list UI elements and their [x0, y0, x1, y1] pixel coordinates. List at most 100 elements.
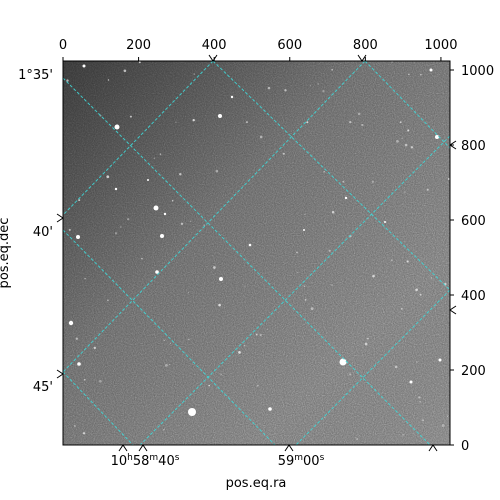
faint-star	[331, 210, 335, 214]
faint-star	[297, 271, 299, 273]
sky-image	[63, 61, 450, 445]
star-7	[68, 320, 74, 326]
faint-star	[163, 429, 165, 431]
faint-star	[129, 115, 132, 118]
faint-star	[99, 379, 102, 383]
dec-tick-label-1: 1°35'	[18, 68, 53, 83]
wcs-tick-9	[357, 54, 367, 62]
faint-star	[331, 68, 334, 71]
faint-star	[306, 121, 309, 124]
faint-star	[404, 191, 406, 193]
dec-tick-label-2: 40'	[33, 225, 53, 240]
faint-star	[372, 274, 375, 278]
faint-star	[390, 259, 393, 262]
star-24	[384, 221, 386, 223]
faint-star	[244, 286, 246, 288]
faint-star	[418, 396, 421, 399]
wcs-tick-1	[138, 444, 148, 452]
wcs-tick-5	[56, 369, 64, 379]
right-tick-label-5: 1000	[461, 64, 494, 79]
wcs-tick-2	[284, 444, 294, 452]
top-tick-label-4: 800	[353, 38, 378, 53]
ra-tick-label-1: 10h58m40s	[111, 453, 180, 469]
faint-star	[310, 85, 312, 87]
star-8	[339, 358, 347, 366]
wcs-tick-7	[449, 305, 457, 315]
star-21	[163, 212, 167, 216]
faint-star	[400, 308, 403, 310]
top-tick-label-3: 600	[277, 38, 302, 53]
faint-star	[328, 249, 331, 252]
faint-star	[78, 199, 81, 202]
faint-star	[203, 224, 206, 227]
right-tick-label-1: 200	[461, 364, 486, 379]
faint-star	[75, 337, 78, 340]
star-field	[66, 61, 450, 440]
faint-star	[408, 73, 410, 76]
star-18	[344, 196, 348, 200]
faint-star	[303, 285, 306, 287]
faint-star	[193, 73, 195, 75]
faint-star	[356, 438, 358, 440]
faint-star	[138, 61, 141, 64]
axis-ticks	[56, 54, 457, 452]
faint-star	[419, 73, 422, 76]
faint-star	[349, 120, 352, 124]
y-axis-label: pos.eq.dec	[0, 218, 12, 289]
faint-star	[324, 416, 326, 419]
star-22	[147, 179, 149, 181]
faint-star	[399, 121, 402, 124]
star-23	[303, 229, 305, 231]
faint-star	[419, 293, 422, 296]
faint-star	[410, 146, 414, 149]
faint-star	[401, 137, 403, 139]
faint-star	[342, 180, 345, 183]
grid-line-1	[63, 61, 366, 373]
faint-star	[322, 90, 325, 93]
faint-star	[402, 434, 404, 436]
faint-star	[446, 415, 448, 417]
faint-star	[141, 257, 143, 260]
faint-star	[188, 338, 190, 341]
faint-star	[238, 351, 241, 354]
grid-line-8	[63, 371, 134, 445]
right-pixel-axis: 0 200 400 600 800 1000	[461, 64, 494, 454]
faint-star	[304, 299, 307, 301]
faint-star	[245, 121, 248, 124]
star-20	[429, 68, 433, 72]
faint-star	[257, 384, 259, 387]
faint-star	[361, 123, 364, 127]
faint-star	[84, 278, 86, 280]
faint-star	[282, 152, 285, 155]
coordinate-grid	[63, 61, 450, 445]
faint-star	[304, 213, 306, 216]
faint-star	[120, 226, 122, 228]
faint-star	[416, 361, 418, 363]
faint-star	[190, 220, 192, 222]
star-4	[76, 235, 80, 239]
wcs-tick-8	[208, 54, 218, 62]
faint-star	[179, 173, 182, 176]
faint-star	[323, 171, 325, 173]
star-2	[153, 205, 159, 211]
star-16	[248, 243, 252, 247]
faint-star	[243, 344, 246, 347]
star-3	[160, 234, 164, 238]
star-15	[438, 358, 442, 362]
grid-line-3	[295, 289, 450, 445]
star-17	[114, 187, 118, 191]
faint-star	[267, 86, 271, 90]
top-tick-label-5: 1000	[424, 38, 457, 53]
star-1	[218, 114, 222, 118]
dec-tick-label-3: 45'	[33, 380, 53, 395]
faint-star	[447, 178, 450, 180]
faint-star	[107, 79, 110, 81]
faint-star	[187, 292, 189, 294]
faint-star	[394, 365, 398, 369]
faint-star	[296, 251, 298, 254]
faint-star	[284, 89, 287, 92]
faint-star	[123, 69, 127, 73]
faint-star	[419, 400, 422, 403]
faint-star	[169, 364, 171, 366]
faint-star	[266, 328, 269, 330]
